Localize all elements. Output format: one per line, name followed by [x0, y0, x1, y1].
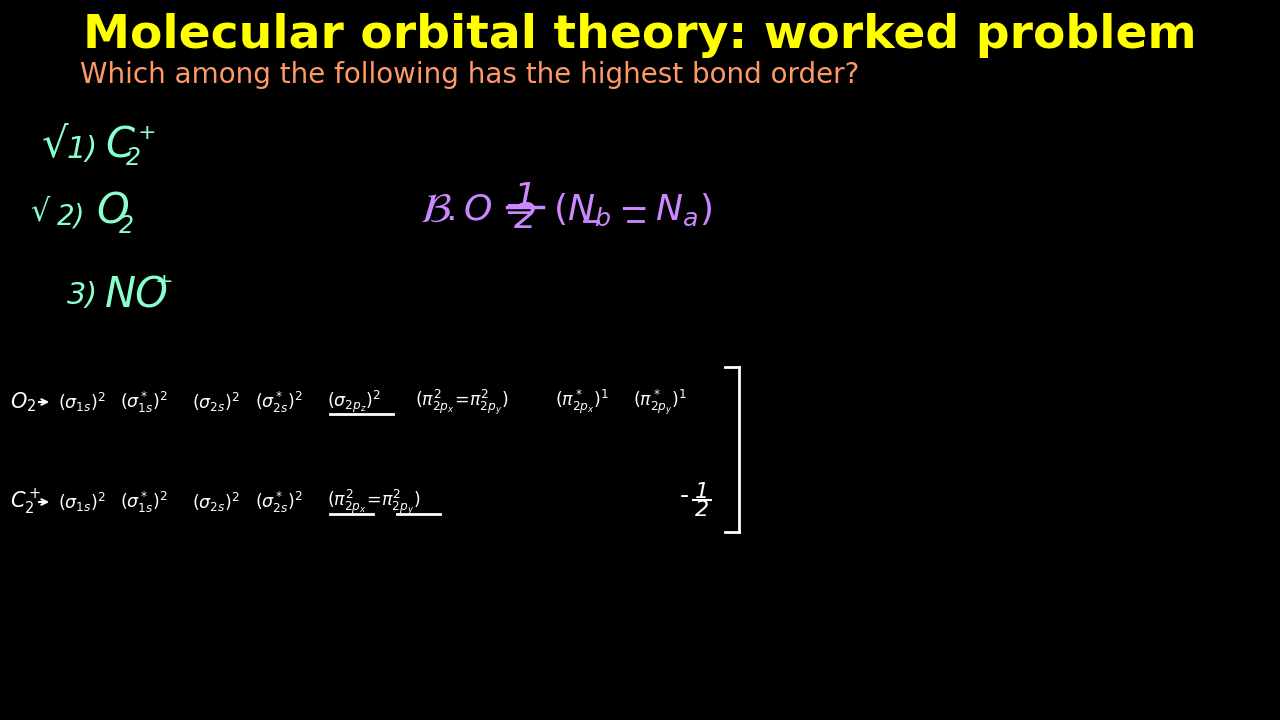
Text: $(\sigma_{2p_z})^2$: $(\sigma_{2p_z})^2$	[326, 389, 381, 415]
Text: $(\sigma^*_{2s})^2$: $(\sigma^*_{2s})^2$	[255, 390, 303, 415]
Text: +: +	[138, 123, 156, 143]
Text: $(\sigma_{1s})^2$: $(\sigma_{1s})^2$	[58, 390, 106, 413]
Text: NO: NO	[105, 274, 169, 316]
Text: Which among the following has the highest bond order?: Which among the following has the highes…	[79, 61, 859, 89]
Text: $(\sigma^*_{1s})^2$: $(\sigma^*_{1s})^2$	[120, 490, 168, 515]
Text: √: √	[29, 197, 50, 227]
Text: C: C	[105, 124, 134, 166]
Text: $\mathcal{B}$: $\mathcal{B}$	[420, 189, 452, 231]
Text: 2: 2	[695, 500, 709, 520]
Text: $(\sigma_{2s})^2$: $(\sigma_{2s})^2$	[192, 490, 239, 513]
Text: $(\sigma^*_{2s})^2$: $(\sigma^*_{2s})^2$	[255, 490, 303, 515]
Text: $(\sigma_{2s})^2$: $(\sigma_{2s})^2$	[192, 390, 239, 413]
Text: 3): 3)	[67, 281, 99, 310]
Text: $(\pi^*_{2p_x})^1$: $(\pi^*_{2p_x})^1$	[556, 388, 609, 416]
Text: $C_2^+$: $C_2^+$	[10, 487, 41, 517]
Text: 2): 2)	[58, 203, 86, 231]
Text: $O_2$: $O_2$	[10, 390, 36, 414]
Text: $(\pi_{2p_x}^2\!=\!\pi_{2p_y}^2)$: $(\pi_{2p_x}^2\!=\!\pi_{2p_y}^2)$	[326, 487, 420, 517]
Text: √: √	[42, 123, 69, 165]
Text: $(\pi^*_{2p_y})^1$: $(\pi^*_{2p_y})^1$	[634, 387, 687, 417]
Text: $(N_b - N_a)$: $(N_b - N_a)$	[553, 192, 712, 228]
Text: Molecular orbital theory: worked problem: Molecular orbital theory: worked problem	[83, 12, 1197, 58]
Text: 2: 2	[119, 214, 134, 238]
Text: +: +	[155, 272, 174, 292]
Text: $.O$ =: $.O$ =	[445, 193, 536, 227]
Text: 1): 1)	[67, 135, 99, 164]
Text: 2: 2	[513, 201, 536, 235]
Text: $(\pi_{2p_x}^2\!=\!\pi_{2p_y}^2)$: $(\pi_{2p_x}^2\!=\!\pi_{2p_y}^2)$	[415, 387, 508, 417]
Text: -: -	[680, 484, 689, 508]
Text: $(\sigma_{1s})^2$: $(\sigma_{1s})^2$	[58, 490, 106, 513]
Text: $(\sigma^*_{1s})^2$: $(\sigma^*_{1s})^2$	[120, 390, 168, 415]
Text: O: O	[96, 191, 129, 233]
Text: 1: 1	[695, 482, 709, 502]
Text: 1: 1	[513, 181, 536, 215]
Text: 2: 2	[125, 146, 141, 170]
